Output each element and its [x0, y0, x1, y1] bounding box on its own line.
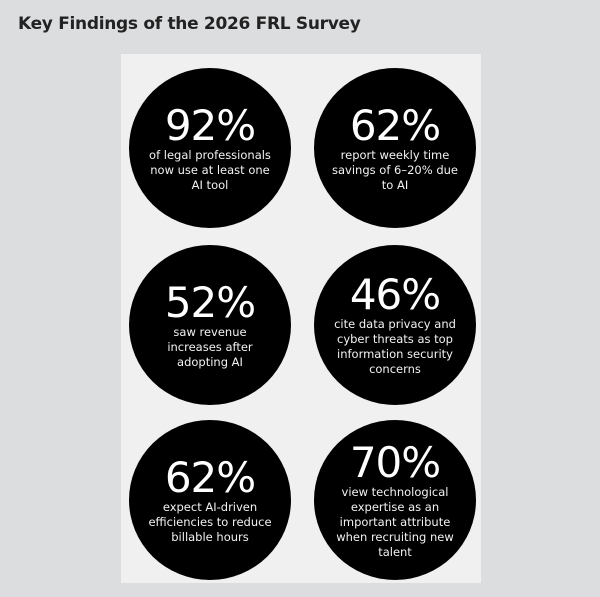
infographic-panel: 92% of legal professionals now use at le… — [121, 54, 481, 583]
finding-circle: 52% saw revenue increases after adopting… — [129, 245, 291, 405]
finding-value: 46% — [349, 270, 441, 319]
finding-value: 62% — [164, 452, 256, 502]
finding-value: 92% — [164, 100, 256, 150]
finding-text: of legal professionals now use at least … — [149, 147, 271, 192]
finding-circle: 62% expect AI-driven efficiencies to red… — [129, 420, 291, 580]
finding-circle: 46% cite data privacy and cyber threats … — [314, 245, 476, 405]
finding-circle: 92% of legal professionals now use at le… — [129, 68, 291, 228]
finding-text: cite data privacy and cyber threats as t… — [334, 317, 456, 376]
finding-text: view technological expertise as an impor… — [336, 484, 454, 559]
finding-value: 70% — [349, 437, 441, 487]
finding-circle: 62% report weekly time savings of 6–20% … — [314, 68, 476, 228]
finding-value: 62% — [349, 100, 441, 150]
finding-text: expect AI-driven efficiencies to reduce … — [148, 499, 272, 544]
page-title: Key Findings of the 2026 FRL Survey — [18, 14, 361, 34]
finding-text: saw revenue increases after adopting AI — [167, 324, 253, 369]
finding-value: 52% — [164, 277, 256, 327]
finding-circle: 70% view technological expertise as an i… — [314, 420, 476, 580]
finding-text: report weekly time savings of 6–20% due … — [332, 147, 458, 192]
